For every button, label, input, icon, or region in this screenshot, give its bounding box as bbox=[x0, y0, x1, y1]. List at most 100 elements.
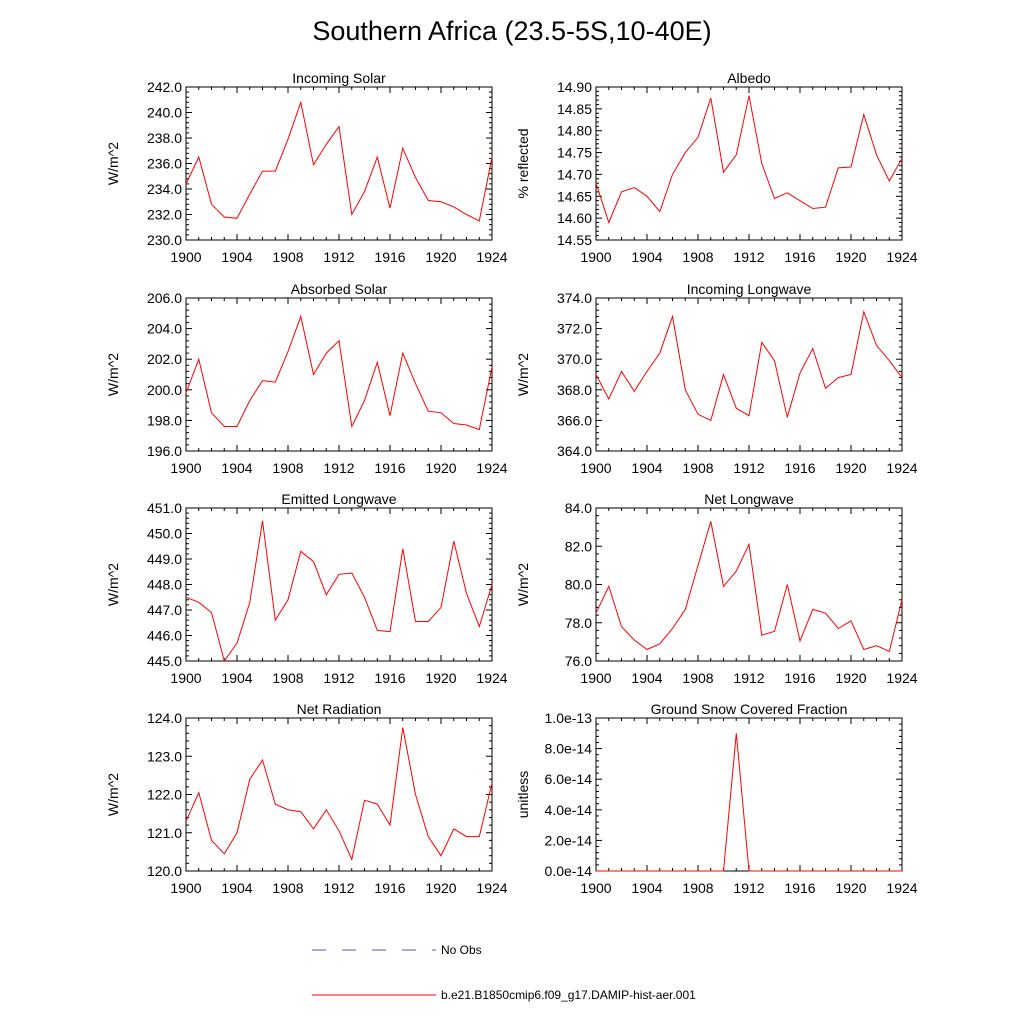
y-tick-label: 206.0 bbox=[147, 290, 182, 306]
y-tick-label: 200.0 bbox=[147, 382, 182, 398]
series-line bbox=[185, 520, 493, 663]
y-tick-label: 14.65 bbox=[557, 188, 592, 204]
legend-obs-label: No Obs bbox=[441, 943, 482, 957]
x-tick-label: 1900 bbox=[580, 880, 611, 896]
y-tick-label: 122.0 bbox=[147, 787, 182, 803]
y-tick-label: 451.0 bbox=[147, 500, 182, 516]
y-tick-label: 447.0 bbox=[147, 602, 182, 618]
chart-title: Albedo bbox=[727, 70, 771, 86]
x-tick-label: 1904 bbox=[221, 880, 252, 896]
x-tick-label: 1900 bbox=[580, 670, 611, 686]
y-tick-label: 1.0e-13 bbox=[545, 710, 593, 726]
y-tick-label: 14.80 bbox=[557, 123, 592, 139]
series-line bbox=[595, 521, 903, 653]
chart-panel: Incoming Longwave W/m^2 364.0 366.0 368.0 370… bbox=[515, 281, 918, 476]
y-tick-label: 0.0e-14 bbox=[545, 863, 593, 879]
x-tick-label: 1912 bbox=[733, 670, 764, 686]
y-axis-label: W/m^2 bbox=[105, 142, 121, 185]
x-tick-label: 1920 bbox=[425, 880, 456, 896]
y-tick-label: 198.0 bbox=[147, 412, 182, 428]
series-line bbox=[595, 95, 903, 224]
y-axis-label: W/m^2 bbox=[515, 353, 531, 396]
x-tick-label: 1920 bbox=[835, 670, 866, 686]
x-tick-label: 1916 bbox=[784, 460, 815, 476]
chart-panel: Net Radiation W/m^2 120.0 121.0 122.0 123.0 12… bbox=[105, 701, 508, 896]
y-tick-label: 230.0 bbox=[147, 232, 182, 248]
chart-panel: Incoming Solar W/m^2 230.0 232.0 234.0 236.0 2… bbox=[105, 70, 508, 265]
y-tick-label: 121.0 bbox=[147, 825, 182, 841]
y-tick-label: 6.0e-14 bbox=[545, 771, 593, 787]
x-tick-label: 1920 bbox=[835, 249, 866, 265]
y-tick-label: 242.0 bbox=[147, 79, 182, 95]
y-tick-label: 124.0 bbox=[147, 710, 182, 726]
plot-frame bbox=[595, 507, 903, 662]
x-tick-label: 1924 bbox=[886, 670, 917, 686]
y-tick-label: 14.85 bbox=[557, 101, 592, 117]
y-tick-label: 202.0 bbox=[147, 351, 182, 367]
x-tick-label: 1900 bbox=[170, 249, 201, 265]
y-axis-label: unitless bbox=[515, 771, 531, 818]
x-tick-label: 1924 bbox=[476, 249, 507, 265]
x-tick-label: 1908 bbox=[272, 249, 303, 265]
x-tick-label: 1908 bbox=[682, 460, 713, 476]
x-tick-label: 1900 bbox=[170, 460, 201, 476]
series-line bbox=[185, 100, 493, 222]
plot-frame bbox=[185, 717, 493, 872]
x-tick-label: 1920 bbox=[425, 460, 456, 476]
x-tick-label: 1920 bbox=[425, 670, 456, 686]
legend: No Obs b.e21.B1850cmip6.f09_g17.DAMIP-hi… bbox=[312, 943, 696, 1002]
y-axis-label: W/m^2 bbox=[515, 563, 531, 606]
x-tick-label: 1900 bbox=[170, 880, 201, 896]
x-tick-label: 1916 bbox=[374, 880, 405, 896]
chart-title: Absorbed Solar bbox=[291, 281, 388, 297]
y-tick-label: 240.0 bbox=[147, 105, 182, 121]
chart-panel: Net Longwave W/m^2 76.0 78.0 80.0 82.0 84.0 190… bbox=[515, 491, 918, 686]
x-tick-label: 1924 bbox=[886, 460, 917, 476]
series-line bbox=[185, 314, 493, 431]
y-tick-label: 123.0 bbox=[147, 748, 182, 764]
x-tick-label: 1916 bbox=[374, 460, 405, 476]
x-tick-label: 1916 bbox=[784, 880, 815, 896]
x-tick-label: 1920 bbox=[425, 249, 456, 265]
x-tick-label: 1912 bbox=[323, 880, 354, 896]
y-tick-label: 370.0 bbox=[557, 351, 592, 367]
series-line bbox=[185, 727, 493, 862]
y-tick-label: 238.0 bbox=[147, 130, 182, 146]
y-tick-label: 232.0 bbox=[147, 207, 182, 223]
x-tick-label: 1924 bbox=[476, 670, 507, 686]
plot-frame bbox=[185, 507, 493, 662]
y-tick-label: 82.0 bbox=[565, 538, 592, 554]
x-tick-label: 1900 bbox=[580, 249, 611, 265]
x-tick-label: 1912 bbox=[733, 880, 764, 896]
y-tick-label: 364.0 bbox=[557, 443, 592, 459]
x-tick-label: 1904 bbox=[221, 460, 252, 476]
x-tick-label: 1912 bbox=[323, 670, 354, 686]
chart-title: Emitted Longwave bbox=[281, 491, 396, 507]
y-tick-label: 450.0 bbox=[147, 526, 182, 542]
chart-title: Ground Snow Covered Fraction bbox=[651, 701, 848, 717]
chart-panel: Albedo % reflected 14.55 14.60 14.65 14.70 14.… bbox=[515, 70, 918, 265]
y-tick-label: 236.0 bbox=[147, 156, 182, 172]
legend-model-label: b.e21.B1850cmip6.f09_g17.DAMIP-hist-aer.… bbox=[441, 988, 696, 1002]
y-tick-label: 14.60 bbox=[557, 210, 592, 226]
x-tick-label: 1904 bbox=[631, 460, 662, 476]
x-tick-label: 1912 bbox=[733, 249, 764, 265]
x-tick-label: 1904 bbox=[631, 880, 662, 896]
plot-frame bbox=[595, 297, 903, 452]
x-tick-label: 1916 bbox=[374, 670, 405, 686]
chart-title: Net Radiation bbox=[297, 701, 382, 717]
series-line bbox=[595, 310, 903, 422]
chart-panel: Ground Snow Covered Fraction unitless 0.0e… bbox=[515, 701, 918, 896]
plot-frame bbox=[595, 717, 903, 872]
series-line bbox=[596, 733, 902, 872]
y-tick-label: 374.0 bbox=[557, 290, 592, 306]
chart-panel: Absorbed Solar W/m^2 196.0 198.0 200.0 202.0 2… bbox=[105, 281, 508, 476]
y-axis-label: W/m^2 bbox=[105, 773, 121, 816]
x-tick-label: 1908 bbox=[272, 880, 303, 896]
x-tick-label: 1904 bbox=[631, 249, 662, 265]
chart-title: Incoming Solar bbox=[292, 70, 386, 86]
y-tick-label: 84.0 bbox=[565, 500, 592, 516]
x-tick-label: 1924 bbox=[886, 880, 917, 896]
x-tick-label: 1912 bbox=[323, 460, 354, 476]
